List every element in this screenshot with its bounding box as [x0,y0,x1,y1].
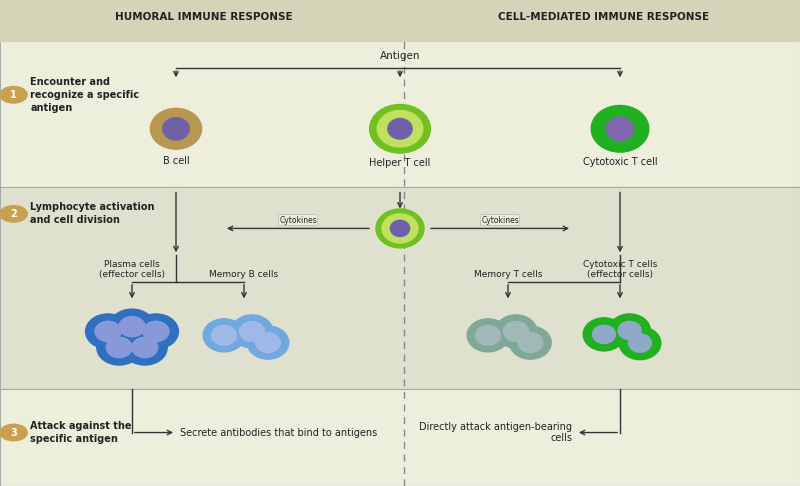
Ellipse shape [629,334,651,352]
Text: 1: 1 [10,90,17,100]
Text: Cytotoxic T cells
(effector cells): Cytotoxic T cells (effector cells) [583,260,657,279]
Text: Helper T cell: Helper T cell [370,158,430,168]
Text: Memory B cells: Memory B cells [210,270,278,279]
Ellipse shape [618,321,641,340]
Ellipse shape [132,337,158,358]
Ellipse shape [378,110,422,147]
Ellipse shape [593,325,615,344]
Ellipse shape [503,322,529,341]
Ellipse shape [95,321,121,342]
Circle shape [0,206,27,222]
Circle shape [0,87,27,103]
Ellipse shape [143,321,169,342]
Ellipse shape [475,326,501,345]
Ellipse shape [388,119,412,139]
Ellipse shape [255,333,281,352]
Text: Cytokines: Cytokines [481,215,519,225]
Ellipse shape [231,315,273,348]
Text: 3: 3 [10,428,17,437]
Ellipse shape [609,314,650,347]
Ellipse shape [239,322,265,341]
Ellipse shape [119,316,145,337]
Text: Cytotoxic T cell: Cytotoxic T cell [582,157,658,167]
Ellipse shape [86,314,130,349]
Text: Cytokines: Cytokines [279,215,317,225]
Ellipse shape [211,326,237,345]
Text: Secrete antibodies that bind to antigens: Secrete antibodies that bind to antigens [180,428,378,437]
Bar [0,0,800,41]
Ellipse shape [390,220,410,237]
Ellipse shape [606,117,634,140]
Text: HUMORAL IMMUNE RESPONSE: HUMORAL IMMUNE RESPONSE [115,12,293,22]
Ellipse shape [122,330,167,365]
Text: Encounter and
recognize a specific
antigen: Encounter and recognize a specific antig… [30,77,139,113]
Text: CELL-MEDIATED IMMUNE RESPONSE: CELL-MEDIATED IMMUNE RESPONSE [498,12,710,22]
Ellipse shape [376,209,424,248]
Bar [0,41,800,187]
Ellipse shape [619,327,661,360]
Text: Attack against the
specific antigen: Attack against the specific antigen [30,421,132,444]
Circle shape [0,424,27,441]
Text: Lymphocyte activation
and cell division: Lymphocyte activation and cell division [30,202,155,226]
Ellipse shape [203,319,245,352]
Ellipse shape [106,337,132,358]
Ellipse shape [162,118,190,140]
Ellipse shape [150,108,202,149]
Text: Memory T cells: Memory T cells [474,270,542,279]
Text: Antigen: Antigen [380,51,420,61]
Ellipse shape [370,104,430,153]
Text: Directly attack antigen-bearing
cells: Directly attack antigen-bearing cells [419,422,572,443]
Ellipse shape [591,105,649,152]
Text: 2: 2 [10,209,17,219]
Text: Plasma cells
(effector cells): Plasma cells (effector cells) [99,260,165,279]
Ellipse shape [583,318,625,351]
Ellipse shape [382,214,418,243]
Ellipse shape [97,330,142,365]
Text: B cell: B cell [162,156,190,166]
Ellipse shape [110,309,154,344]
Bar [0,389,800,486]
Ellipse shape [134,314,178,349]
Ellipse shape [495,315,537,348]
Bar [0,187,800,389]
Ellipse shape [247,326,289,359]
Ellipse shape [510,326,551,359]
Ellipse shape [467,319,509,352]
Ellipse shape [518,333,543,352]
